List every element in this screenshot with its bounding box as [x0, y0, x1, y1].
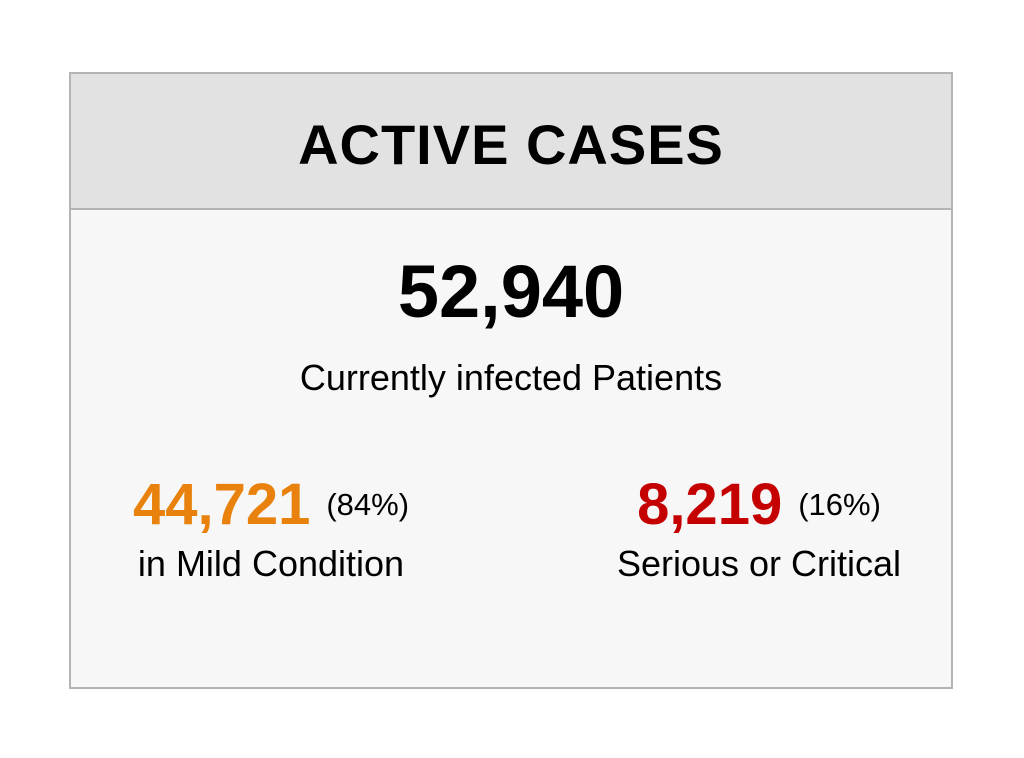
mild-condition-value: 44,721	[132, 472, 311, 537]
card-header: ACTIVE CASES	[71, 74, 951, 210]
mild-condition-label: in Mild Condition	[137, 543, 405, 585]
serious-critical-line: 8,219 (16%)	[559, 470, 959, 540]
total-active-cases-label: Currently infected Patients	[299, 357, 723, 398]
mild-condition-percent: (84%)	[326, 487, 410, 522]
active-cases-card: ACTIVE CASES 52,940 Currently infected P…	[69, 72, 953, 689]
serious-critical-label: Serious or Critical	[616, 543, 902, 585]
mild-condition-line: 44,721 (84%)	[71, 470, 471, 540]
mild-condition-stat: 44,721 (84%) in Mild Condition	[71, 470, 471, 586]
serious-critical-percent: (16%)	[798, 487, 881, 522]
total-active-cases-value: 52,940	[397, 250, 625, 333]
serious-critical-value: 8,219	[637, 472, 783, 537]
card-title: ACTIVE CASES	[298, 112, 724, 176]
serious-critical-stat: 8,219 (16%) Serious or Critical	[559, 470, 959, 586]
